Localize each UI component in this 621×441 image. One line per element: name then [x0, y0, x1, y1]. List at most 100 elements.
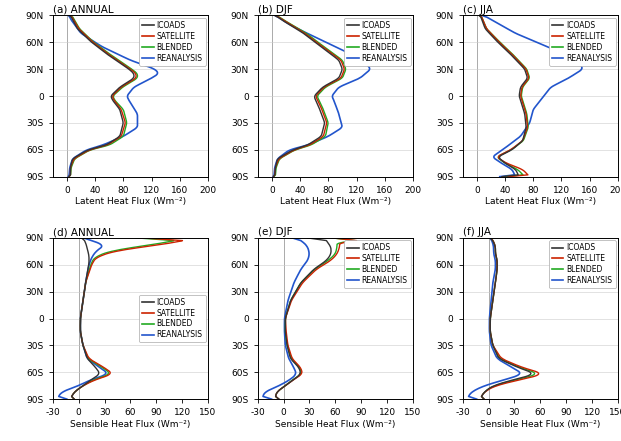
REANALYSIS	[487, 236, 494, 241]
ICOADS	[78, 235, 85, 240]
BLENDED	[476, 13, 483, 18]
BLENDED	[487, 236, 495, 241]
REANALYSIS	[282, 150, 289, 155]
ICOADS	[70, 396, 78, 402]
SATELLITE	[79, 383, 87, 389]
REANALYSIS	[124, 96, 132, 101]
BLENDED	[315, 41, 323, 46]
SATELLITE	[105, 372, 112, 377]
Legend: ICOADS, SATELLITE, BLENDED, REANALYSIS: ICOADS, SATELLITE, BLENDED, REANALYSIS	[139, 295, 206, 342]
REANALYSIS	[268, 396, 275, 402]
REANALYSIS	[481, 14, 488, 19]
REANALYSIS	[76, 319, 84, 325]
Line: SATELLITE: SATELLITE	[69, 15, 136, 177]
ICOADS	[310, 236, 317, 241]
BLENDED	[76, 319, 84, 325]
BLENDED	[65, 174, 73, 179]
Text: (b) DJF: (b) DJF	[258, 5, 292, 15]
BLENDED	[530, 372, 537, 377]
SATELLITE	[337, 236, 344, 241]
X-axis label: Latent Heat Flux (Wm⁻²): Latent Heat Flux (Wm⁻²)	[485, 198, 596, 206]
ICOADS	[487, 235, 494, 240]
REANALYSIS	[63, 396, 71, 402]
SATELLITE	[319, 263, 326, 268]
SATELLITE	[76, 318, 84, 324]
X-axis label: Sensible Heat Flux (Wm⁻²): Sensible Heat Flux (Wm⁻²)	[70, 420, 191, 429]
ICOADS	[517, 97, 524, 102]
REANALYSIS	[496, 174, 504, 179]
SATELLITE	[314, 97, 321, 102]
Line: REANALYSIS: REANALYSIS	[263, 238, 309, 399]
SATELLITE	[275, 396, 283, 402]
SATELLITE	[494, 263, 501, 268]
SATELLITE	[66, 13, 73, 18]
ICOADS	[313, 41, 320, 46]
Line: BLENDED: BLENDED	[479, 15, 529, 177]
REANALYSIS	[330, 97, 337, 102]
ICOADS	[275, 396, 283, 402]
ICOADS	[516, 96, 524, 101]
ICOADS	[486, 319, 494, 325]
BLENDED	[281, 318, 289, 324]
Line: ICOADS: ICOADS	[274, 15, 342, 177]
BLENDED	[70, 396, 78, 402]
BLENDED	[69, 161, 76, 166]
SATELLITE	[504, 174, 512, 179]
BLENDED	[480, 396, 487, 402]
SATELLITE	[502, 150, 509, 155]
Line: SATELLITE: SATELLITE	[479, 15, 528, 177]
ICOADS	[491, 383, 498, 389]
SATELLITE	[286, 150, 294, 155]
Line: BLENDED: BLENDED	[276, 238, 355, 399]
REANALYSIS	[486, 318, 493, 324]
SATELLITE	[282, 318, 289, 324]
Line: SATELLITE: SATELLITE	[71, 238, 183, 399]
BLENDED	[270, 174, 278, 179]
ICOADS	[296, 372, 303, 377]
ICOADS	[76, 318, 84, 324]
BLENDED	[296, 372, 303, 377]
BLENDED	[492, 383, 499, 389]
SATELLITE	[486, 319, 494, 325]
BLENDED	[502, 150, 509, 155]
BLENDED	[281, 319, 289, 325]
REANALYSIS	[281, 318, 288, 324]
Line: REANALYSIS: REANALYSIS	[273, 15, 369, 177]
BLENDED	[275, 396, 283, 402]
Line: REANALYSIS: REANALYSIS	[68, 15, 158, 177]
REANALYSIS	[82, 236, 89, 241]
REANALYSIS	[65, 174, 72, 179]
SATELLITE	[88, 263, 95, 268]
BLENDED	[519, 97, 526, 102]
SATELLITE	[314, 41, 322, 46]
REANALYSIS	[65, 14, 73, 19]
X-axis label: Latent Heat Flux (Wm⁻²): Latent Heat Flux (Wm⁻²)	[280, 198, 391, 206]
SATELLITE	[76, 319, 84, 325]
Line: BLENDED: BLENDED	[69, 15, 137, 177]
BLENDED	[317, 263, 324, 268]
BLENDED	[103, 372, 111, 377]
SATELLITE	[534, 372, 542, 377]
SATELLITE	[91, 41, 98, 46]
REANALYSIS	[281, 319, 288, 325]
SATELLITE	[81, 150, 89, 155]
Line: ICOADS: ICOADS	[69, 15, 134, 177]
REANALYSIS	[498, 161, 505, 166]
SATELLITE	[503, 161, 510, 166]
BLENDED	[329, 235, 336, 240]
Line: BLENDED: BLENDED	[274, 15, 345, 177]
ICOADS	[486, 318, 494, 324]
X-axis label: Sensible Heat Flux (Wm⁻²): Sensible Heat Flux (Wm⁻²)	[480, 420, 601, 429]
SATELLITE	[476, 13, 483, 18]
REANALYSIS	[93, 41, 100, 46]
Text: (e) DJF: (e) DJF	[258, 227, 292, 237]
Line: SATELLITE: SATELLITE	[481, 238, 538, 399]
SATELLITE	[70, 396, 78, 402]
REANALYSIS	[537, 97, 545, 102]
BLENDED	[111, 96, 118, 101]
REANALYSIS	[300, 263, 307, 268]
Legend: ICOADS, SATELLITE, BLENDED, REANALYSIS: ICOADS, SATELLITE, BLENDED, REANALYSIS	[344, 240, 410, 288]
SATELLITE	[487, 235, 494, 240]
BLENDED	[82, 150, 89, 155]
ICOADS	[281, 319, 289, 325]
